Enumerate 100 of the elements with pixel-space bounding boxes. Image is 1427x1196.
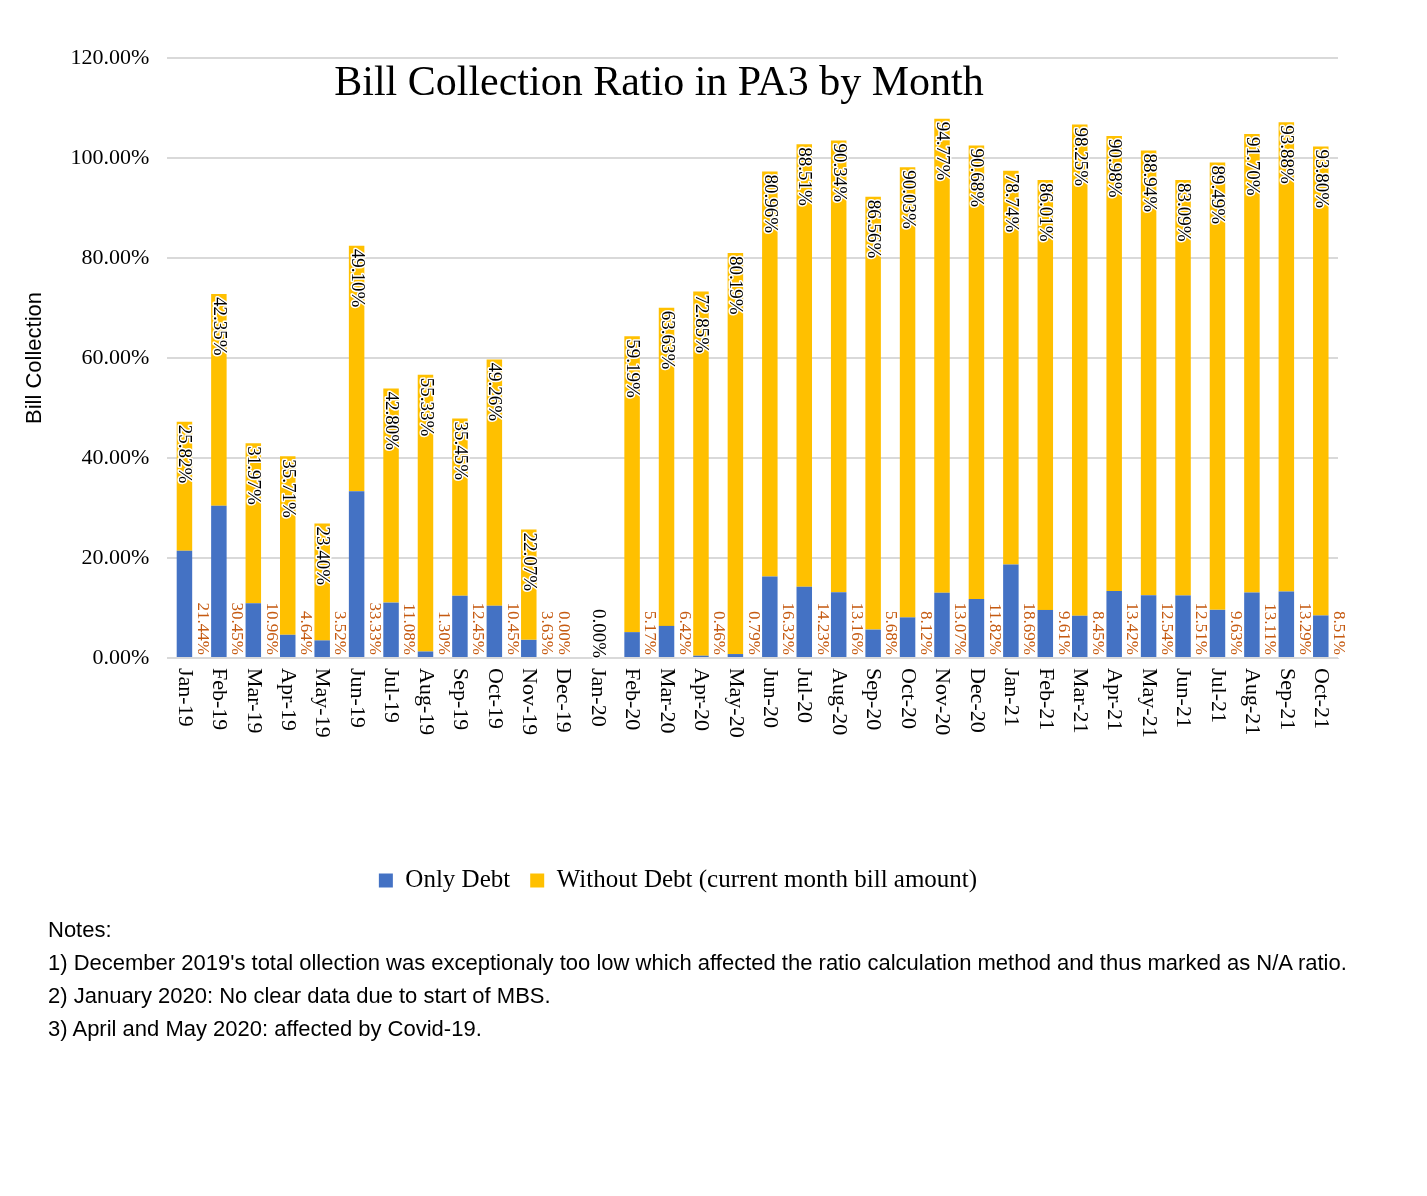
bar [1037, 609, 1054, 657]
text: 3) April and May 2020: affected by Covid-19. [48, 1015, 483, 1043]
data-label: 14.23% [813, 602, 833, 655]
data-label: 91.70% [1242, 136, 1264, 196]
bar [1140, 595, 1157, 657]
bar [383, 602, 399, 657]
data-label: 88.51% [795, 147, 817, 207]
data-label: 35.71% [278, 459, 300, 518]
bar [348, 491, 365, 657]
x-tick-label: Feb-20 [621, 668, 647, 731]
data-label: 55.33% [416, 377, 438, 437]
data-label: 12.54% [1157, 602, 1177, 655]
x-tick-label: Oct-20 [896, 668, 922, 730]
bar [1106, 590, 1122, 657]
x-tick-label: Apr-19 [276, 668, 302, 732]
data-label: 35.45% [450, 421, 472, 481]
data-label: 86.01% [1036, 182, 1058, 242]
data-label: 49.26% [485, 362, 507, 422]
data-label: 5.68% [882, 611, 902, 655]
bar [486, 605, 503, 657]
bar [899, 617, 916, 657]
data-label: 13.11% [1261, 603, 1281, 655]
bar [934, 592, 950, 657]
data-label: 13.16% [847, 602, 867, 655]
data-label: 94.77% [933, 121, 955, 181]
data-label: 78.74% [1001, 173, 1023, 233]
data-label: 21.44% [193, 602, 213, 655]
x-tick-label: May-21 [1137, 668, 1163, 738]
bar [1278, 591, 1295, 657]
legend-label: Without Debt (current month bill amount) [556, 865, 978, 894]
data-label: 93.88% [1277, 125, 1299, 184]
x-tick-label: Aug-21 [1241, 668, 1267, 736]
bar [280, 634, 296, 657]
bar [1244, 133, 1260, 593]
bar [762, 171, 778, 577]
bar [693, 291, 709, 656]
x-tick-label: Mar-21 [1068, 668, 1094, 734]
data-label: 12.45% [469, 602, 489, 655]
x-tick-label: Feb-19 [208, 668, 234, 731]
data-label: 88.94% [1139, 153, 1161, 213]
data-label: 72.85% [691, 294, 713, 354]
data-label: 30.45% [228, 602, 248, 655]
x-tick-label: Jul-19 [380, 668, 406, 723]
data-label: 49.10% [347, 248, 369, 308]
data-label: 93.80% [1311, 149, 1333, 209]
x-tick-label: Nov-20 [931, 668, 957, 736]
x-tick-label: Jan-21 [1000, 668, 1026, 727]
bar [1209, 609, 1226, 657]
bar [245, 603, 262, 657]
x-tick-label: Oct-21 [1310, 668, 1335, 730]
bar [521, 639, 537, 657]
chart-title: Bill Collection Ratio in PA3 by Month [334, 58, 984, 105]
data-label: 25.82% [175, 424, 197, 484]
data-label: 10.96% [262, 602, 282, 655]
data-label: 9.61% [1054, 611, 1074, 655]
data-label: 89.49% [1208, 165, 1230, 225]
data-label: 90.98% [1105, 139, 1127, 198]
y-tick-label: 80.00% [81, 243, 150, 269]
data-label: 13.42% [1123, 602, 1143, 655]
data-label: 1.30% [434, 611, 454, 655]
y-tick-label: 0.00% [92, 643, 150, 669]
data-label: 3.52% [331, 611, 351, 655]
bar [1313, 615, 1329, 657]
y-tick-label: 60.00% [81, 343, 150, 369]
data-label: 22.07% [519, 532, 541, 592]
bar [176, 550, 193, 657]
bar [1071, 615, 1088, 657]
bar [1313, 146, 1329, 616]
x-tick-label: Jun-20 [759, 668, 785, 728]
data-label: 83.09% [1174, 183, 1196, 242]
bar [1244, 592, 1260, 657]
x-tick-label: Jun-21 [1172, 668, 1198, 728]
x-tick-label: Sep-19 [449, 668, 475, 731]
bar [762, 576, 778, 657]
legend-label: Only Debt [405, 865, 511, 893]
x-tick-label: Nov-19 [518, 668, 544, 736]
bar [658, 625, 675, 657]
x-tick-label: Dec-19 [552, 668, 578, 733]
data-label: 10.45% [503, 602, 523, 655]
x-tick-label: Mar-20 [655, 668, 681, 734]
x-tick-label: Apr-21 [1103, 668, 1129, 732]
data-label: 90.34% [829, 143, 851, 203]
data-label: 8.12% [916, 611, 936, 655]
bar [624, 632, 640, 657]
data-label: 80.19% [726, 256, 748, 315]
x-tick-label: Dec-20 [965, 668, 991, 733]
data-label: 13.29% [1295, 602, 1315, 655]
data-label: 18.69% [1020, 602, 1040, 655]
x-tick-label: Oct-19 [483, 668, 509, 730]
bar [1003, 564, 1019, 657]
x-tick-label: Jan-20 [586, 668, 612, 727]
y-tick-label: 120.00% [70, 43, 150, 69]
data-label: 8.45% [1089, 611, 1109, 655]
bar [1003, 170, 1019, 565]
data-label: 0.00% [588, 608, 610, 659]
x-tick-label: Feb-21 [1034, 668, 1060, 731]
y-tick-label: 20.00% [81, 543, 150, 569]
data-label: 6.42% [675, 611, 695, 655]
x-tick-label: Apr-20 [690, 668, 716, 732]
data-label: 8.51% [1330, 611, 1350, 655]
